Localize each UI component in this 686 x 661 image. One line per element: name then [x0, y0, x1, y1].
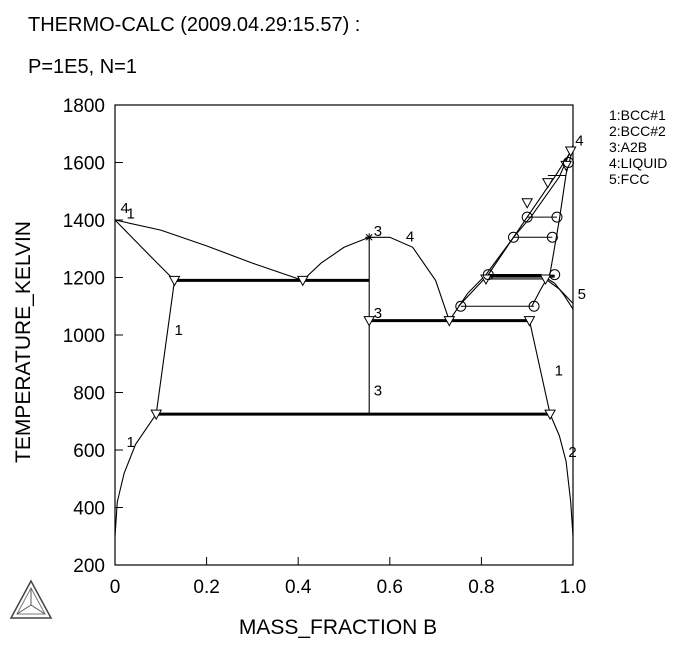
triangle-marker: [564, 146, 577, 158]
curve-label: 4: [575, 132, 583, 149]
triangle-marker: [363, 316, 376, 327]
triangle-marker: [296, 275, 309, 287]
y-tick-label: 400: [73, 499, 105, 520]
circle-marker: [455, 300, 467, 312]
phase-boundary: [528, 320, 551, 415]
triangle-marker: [150, 409, 163, 421]
y-tick-label: 1000: [63, 326, 105, 347]
triangle-marker: [168, 275, 181, 287]
circle-marker: [528, 300, 540, 312]
y-tick-label: 1200: [63, 269, 105, 290]
curve-label: 5: [578, 286, 586, 303]
phase-boundary: [448, 147, 574, 321]
triangle-marker: [521, 198, 534, 209]
curve-label: 2: [568, 444, 576, 461]
legend-item: 5:FCC: [609, 171, 650, 187]
curve-label: 1: [555, 362, 563, 379]
y-tick-label: 1400: [63, 211, 105, 232]
curve-label: 3: [374, 223, 382, 240]
plot-conditions: P=1E5, N=1: [28, 56, 137, 78]
x-axis-label: MASS_FRACTION B: [239, 616, 437, 639]
x-tick-label: 0.2: [193, 577, 219, 598]
legend-item: 3:A2B: [609, 139, 648, 155]
triangle-marker: [539, 274, 552, 285]
y-tick-label: 600: [73, 441, 105, 462]
star-marker: [365, 233, 374, 242]
phase-boundary: [114, 219, 303, 281]
triangle-marker: [443, 316, 456, 327]
plot-frame: [114, 104, 574, 566]
curve-label: 3: [374, 305, 382, 322]
y-tick-label: 200: [73, 556, 105, 577]
x-tick-label: 0.8: [468, 577, 494, 598]
triangle-marker: [541, 178, 554, 189]
phase-boundary: [155, 280, 176, 415]
x-tick-label: 0: [110, 577, 121, 598]
plot-title: THERMO-CALC (2009.04.29:15.57) :: [28, 14, 361, 36]
phase-boundary: [302, 236, 450, 321]
phase-boundary: [458, 145, 574, 307]
triangle-marker: [523, 316, 536, 327]
circle-marker: [551, 211, 563, 223]
curve-label: 3: [374, 382, 382, 399]
legend-item: 2:BCC#2: [609, 123, 666, 139]
triangle-marker: [544, 409, 556, 421]
x-tick-label: 0.4: [285, 577, 312, 598]
x-tick-label: 0.6: [377, 577, 403, 598]
phase-boundary: [488, 274, 574, 310]
phase-boundary: [549, 413, 574, 537]
legend: 1:BCC#1 2:BCC#2 3:A2B 4:LIQUID 5:FCC: [609, 107, 667, 187]
circle-marker: [562, 157, 574, 168]
circle-marker: [546, 231, 558, 243]
y-tick-label: 1800: [63, 96, 105, 117]
y-axis-label: TEMPERATURE_KELVIN: [12, 221, 35, 463]
curve-label: 4: [406, 229, 414, 246]
curve-label: 1: [175, 322, 183, 339]
circle-marker: [507, 231, 519, 243]
curve-label: 4: [120, 200, 128, 217]
y-tick-label: 800: [73, 384, 105, 405]
circle-marker: [521, 211, 533, 223]
y-tick-label: 1600: [63, 154, 105, 175]
legend-item: 4:LIQUID: [609, 155, 668, 171]
legend-item: 1:BCC#1: [609, 107, 666, 123]
circle-marker: [549, 269, 561, 281]
phase-boundary: [114, 413, 157, 537]
phase-boundary: [486, 278, 574, 304]
curve-label: 1: [126, 206, 134, 223]
phase-boundary: [114, 219, 175, 281]
phase-boundary: [531, 147, 574, 307]
circle-marker: [482, 269, 494, 281]
thermocalc-logo-icon: [9, 579, 53, 619]
curve-label: 1: [126, 434, 134, 451]
x-tick-label: 1.0: [560, 577, 586, 598]
